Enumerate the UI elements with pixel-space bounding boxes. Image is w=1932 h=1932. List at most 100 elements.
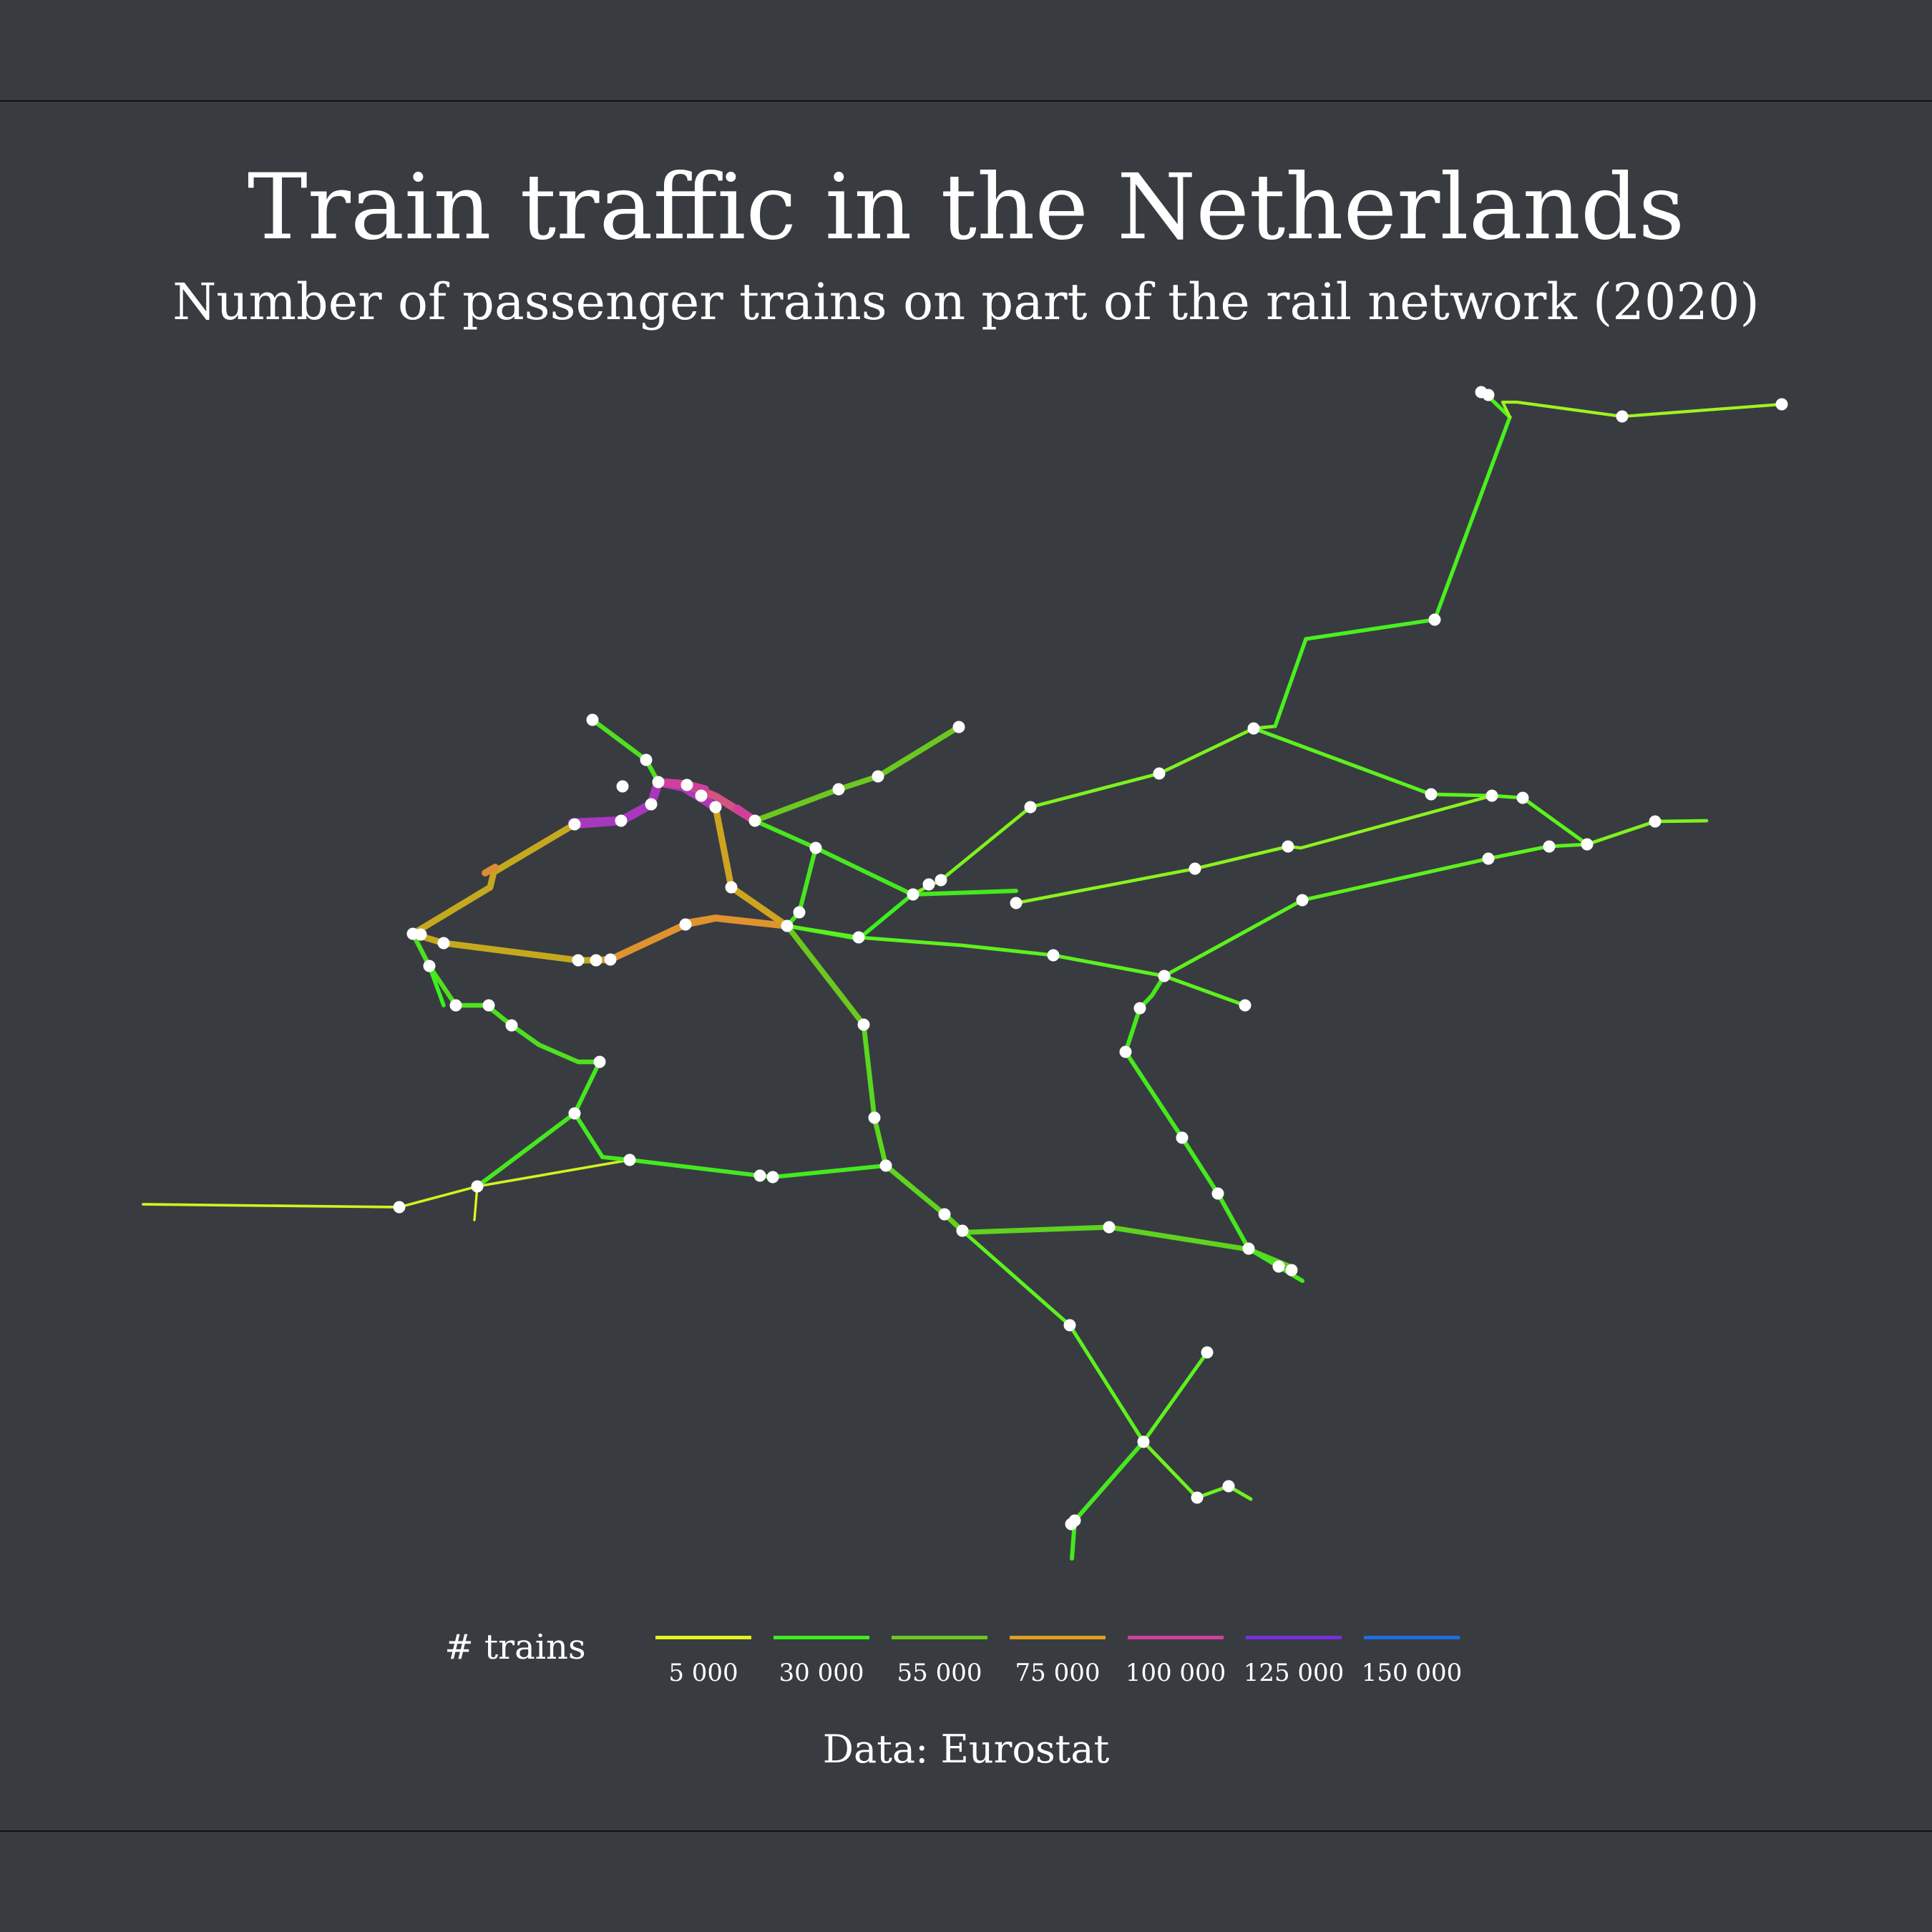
- rail-segment: [728, 884, 791, 930]
- station-dot: [852, 931, 865, 944]
- station-dot: [679, 918, 692, 931]
- rail-segment: [857, 935, 963, 947]
- station-dot: [568, 818, 581, 831]
- station-dot: [832, 783, 845, 796]
- legend-item: 30 000: [766, 1624, 884, 1696]
- station-dot: [1201, 1346, 1214, 1359]
- rail-segments: [142, 394, 1784, 1561]
- station-dot: [766, 1171, 779, 1184]
- rail-segment: [1216, 1191, 1251, 1251]
- rail-segment: [1123, 1006, 1142, 1054]
- station-dot: [1516, 791, 1529, 804]
- station-dot: [1239, 999, 1252, 1012]
- station-dot: [907, 888, 919, 901]
- legend-item: 150 000: [1356, 1624, 1475, 1696]
- legend-label: 55 000: [897, 1659, 982, 1687]
- station-dot: [1153, 767, 1166, 780]
- rail-segment: [1162, 898, 1304, 978]
- station-dot: [652, 776, 665, 789]
- station-dot: [1222, 1480, 1235, 1493]
- station-dot: [406, 927, 419, 940]
- rail-segment: [752, 786, 841, 824]
- station-dot: [590, 954, 602, 967]
- rail-segment: [752, 818, 819, 851]
- legend-label: 5 000: [668, 1659, 738, 1687]
- rail-segment: [883, 1163, 947, 1217]
- station-dot: [1242, 1242, 1255, 1255]
- station-dot: [1191, 1491, 1204, 1504]
- station-dot: [1065, 1518, 1078, 1531]
- rail-segment: [607, 921, 689, 963]
- rail-segment: [1051, 953, 1166, 978]
- legend-item: 75 000: [1002, 1624, 1121, 1696]
- station-dot: [680, 779, 693, 791]
- station-dot: [1775, 398, 1788, 411]
- station-dot: [623, 1153, 636, 1166]
- station-dot: [437, 937, 450, 950]
- rail-segment: [427, 964, 446, 1008]
- station-dot: [615, 814, 628, 827]
- station-dot: [645, 798, 658, 811]
- rail-segment: [1501, 400, 1512, 419]
- rail-segment: [142, 1203, 401, 1209]
- rail-segment: [409, 884, 494, 937]
- rail-segment: [1515, 400, 1624, 419]
- legend-label: 125 000: [1243, 1659, 1345, 1687]
- station-dot: [938, 1208, 951, 1221]
- rail-segment: [712, 914, 791, 930]
- rail-segment: [814, 846, 914, 897]
- rail-segment: [771, 1163, 888, 1179]
- legend-item: 55 000: [884, 1624, 1002, 1696]
- legend-title: # trains: [444, 1627, 586, 1667]
- legend-swatch: [1246, 1636, 1342, 1639]
- station-dot: [604, 953, 617, 966]
- legend-label: 30 000: [779, 1659, 864, 1687]
- station-dot: [1485, 789, 1498, 802]
- station-dot: [1176, 1131, 1189, 1144]
- station-dot: [586, 713, 599, 726]
- station-dot: [935, 874, 947, 887]
- station-dot: [572, 954, 585, 967]
- rail-segment: [1068, 1323, 1146, 1444]
- rail-segment: [398, 1185, 479, 1209]
- legend-swatch: [774, 1636, 869, 1639]
- rail-segment: [1180, 1136, 1220, 1196]
- map-title: Train traffic in the Netherlands: [247, 155, 1685, 260]
- rail-segment: [784, 923, 867, 1028]
- rail-stations: [393, 386, 1788, 1531]
- rail-segment: [1014, 867, 1197, 905]
- station-dot: [879, 1159, 892, 1172]
- station-dot: [1063, 1319, 1076, 1332]
- rail-segment: [1252, 726, 1433, 796]
- station-dot: [1296, 894, 1309, 907]
- station-dot: [1581, 838, 1594, 851]
- station-dot: [857, 1018, 870, 1031]
- rail-segment: [836, 774, 881, 792]
- rail-segment: [1299, 794, 1494, 850]
- station-dot: [1616, 410, 1629, 423]
- rail-segment: [1141, 1350, 1209, 1444]
- rail-segment: [590, 717, 649, 763]
- rail-segment: [796, 845, 819, 915]
- map-subtitle: Number of passenger trains on part of th…: [172, 273, 1760, 331]
- rail-segment: [475, 1111, 577, 1189]
- station-dot: [868, 1111, 881, 1124]
- legend-label: 100 000: [1125, 1659, 1226, 1687]
- map-panel: [0, 100, 1932, 1832]
- station-dot: [793, 906, 806, 919]
- legend-swatch: [655, 1636, 751, 1639]
- rail-segment: [567, 816, 626, 828]
- rail-segment: [712, 804, 735, 891]
- rail-segment: [1273, 637, 1308, 728]
- station-dot: [809, 841, 822, 854]
- station-dot: [1272, 1260, 1285, 1273]
- station-dot: [1285, 1264, 1298, 1277]
- rail-segment: [1585, 819, 1657, 847]
- legend-swatch: [1010, 1636, 1106, 1639]
- legend-item: 5 000: [648, 1624, 766, 1696]
- rail-segment: [875, 724, 962, 779]
- station-dot: [872, 770, 884, 783]
- station-dot: [568, 1107, 581, 1120]
- rail-segment: [1073, 1440, 1146, 1523]
